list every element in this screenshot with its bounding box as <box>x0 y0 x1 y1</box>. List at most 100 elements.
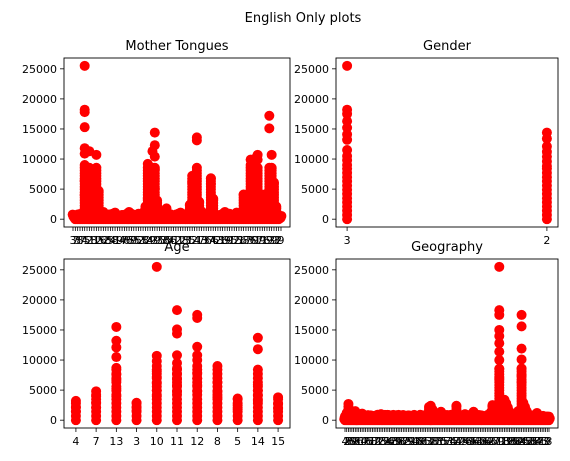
x-tick-label: 5 <box>107 234 114 247</box>
x-tick-label: 7 <box>429 435 436 448</box>
x-tick-label: 3 <box>393 435 400 448</box>
x-tick-label: 9 <box>408 435 415 448</box>
y-tick-label: 0 <box>322 414 329 427</box>
data-point <box>451 401 462 412</box>
x-tick-label: 6 <box>212 234 219 247</box>
data-point <box>79 60 90 71</box>
x-tick-label: 3 <box>140 234 147 247</box>
x-tick-label: 8 <box>534 435 541 448</box>
x-tick-label: 6 <box>249 234 256 247</box>
x-tick-label: 5 <box>135 234 142 247</box>
data-point <box>342 60 353 71</box>
x-tick-label: 9 <box>270 234 277 247</box>
data-point <box>91 149 102 160</box>
x-tick-label: 6 <box>420 435 427 448</box>
y-tick-label: 15000 <box>294 123 329 136</box>
x-tick-label: 5 <box>525 435 532 448</box>
data-point <box>93 187 104 198</box>
panel-geography: Geography0500010000150002000025000425669… <box>294 240 559 448</box>
x-tick-label: 9 <box>259 234 266 247</box>
x-tick-label: 1 <box>228 234 235 247</box>
x-tick-label: 1 <box>186 234 193 247</box>
x-tick-label: 7 <box>207 234 214 247</box>
x-tick-label: 5 <box>405 435 412 448</box>
data-point <box>70 398 81 409</box>
x-tick-label: 1 <box>196 234 203 247</box>
x-tick-label: 7 <box>121 234 128 247</box>
x-tick-label: 1 <box>499 435 506 448</box>
panel-age: Age 0 5000 10000 15000 20000 25000 4 7 13 3 10 11 12 8… <box>22 240 291 448</box>
x-tick-label: 9 <box>395 435 402 448</box>
x-tick-label: 2 <box>527 435 534 448</box>
x-tick-label: 6 <box>415 435 422 448</box>
data-point <box>79 107 90 118</box>
x-tick-label: 1 <box>254 234 261 247</box>
x-tick-label: 3 <box>74 234 81 247</box>
x-tick-label: 9 <box>116 234 123 247</box>
x-tick-label: 5 <box>345 435 352 448</box>
x-tick-label: 2 <box>543 234 550 247</box>
y-tick-label: 25000 <box>22 63 57 76</box>
x-tick-label: 6 <box>126 234 133 247</box>
data-point <box>149 162 160 173</box>
x-tick-label: 2 <box>453 435 460 448</box>
data-point <box>494 309 505 320</box>
data-point <box>172 328 182 339</box>
data-point <box>252 332 263 343</box>
data-point <box>541 133 552 144</box>
x-tick-label: 9 <box>224 234 231 247</box>
data-point <box>191 162 202 173</box>
x-tick-label: 3 <box>200 234 207 247</box>
x-tick-label: 2 <box>516 435 523 448</box>
y-tick-label: 0 <box>50 213 57 226</box>
x-tick-label: 7 <box>383 435 390 448</box>
data-point <box>494 355 505 366</box>
figure-suptitle: English Only plots <box>245 11 362 26</box>
x-tick-label: 4 <box>386 435 393 448</box>
x-tick-label: 4 <box>463 435 470 448</box>
data-point <box>172 364 182 375</box>
x-tick-label: 2 <box>378 435 385 448</box>
x-tick-label: 7 <box>362 435 369 448</box>
x-tick-label: 8 <box>431 435 438 448</box>
x-tick-label: 6 <box>465 435 472 448</box>
x-tick-label: 9 <box>154 234 161 247</box>
data-point <box>205 173 216 184</box>
x-tick-label: 3 <box>133 435 140 448</box>
data-point <box>232 394 243 405</box>
data-point <box>494 330 505 341</box>
data-point <box>252 344 263 355</box>
data-point <box>131 398 142 409</box>
x-tick-label: 2 <box>233 234 240 247</box>
x-tick-label: 7 <box>79 234 86 247</box>
x-tick-label: 13 <box>109 435 123 448</box>
data-point <box>494 346 505 357</box>
x-tick-label: 3 <box>489 435 496 448</box>
y-tick-label: 25000 <box>22 264 57 277</box>
x-tick-label: 2 <box>487 435 494 448</box>
x-tick-label: 8 <box>530 435 537 448</box>
x-tick-label: 4 <box>342 435 349 448</box>
x-tick-label: 1 <box>427 435 434 448</box>
x-tick-label: 8 <box>515 435 522 448</box>
x-tick-label: 2 <box>458 435 465 448</box>
x-tick-label: 5 <box>367 435 374 448</box>
data-point <box>264 123 275 134</box>
x-tick-label: 1 <box>438 435 445 448</box>
data-point <box>342 134 353 145</box>
x-tick-label: 3 <box>151 234 158 247</box>
y-tick-label: 5000 <box>301 384 329 397</box>
x-tick-label: 4 <box>119 234 126 247</box>
x-tick-label: 9 <box>544 435 551 448</box>
x-tick-label: 15 <box>271 435 285 448</box>
data-point <box>264 110 275 121</box>
x-tick-label: 2 <box>390 435 397 448</box>
x-tick-label: 2 <box>214 234 221 247</box>
x-tick-label: 5 <box>462 435 469 448</box>
x-tick-label: 6 <box>357 435 364 448</box>
y-tick-label: 20000 <box>294 294 329 307</box>
y-tick-label: 25000 <box>294 264 329 277</box>
x-tick-label: 9 <box>513 435 520 448</box>
data-point <box>111 321 122 332</box>
y-tick-label: 15000 <box>294 324 329 337</box>
